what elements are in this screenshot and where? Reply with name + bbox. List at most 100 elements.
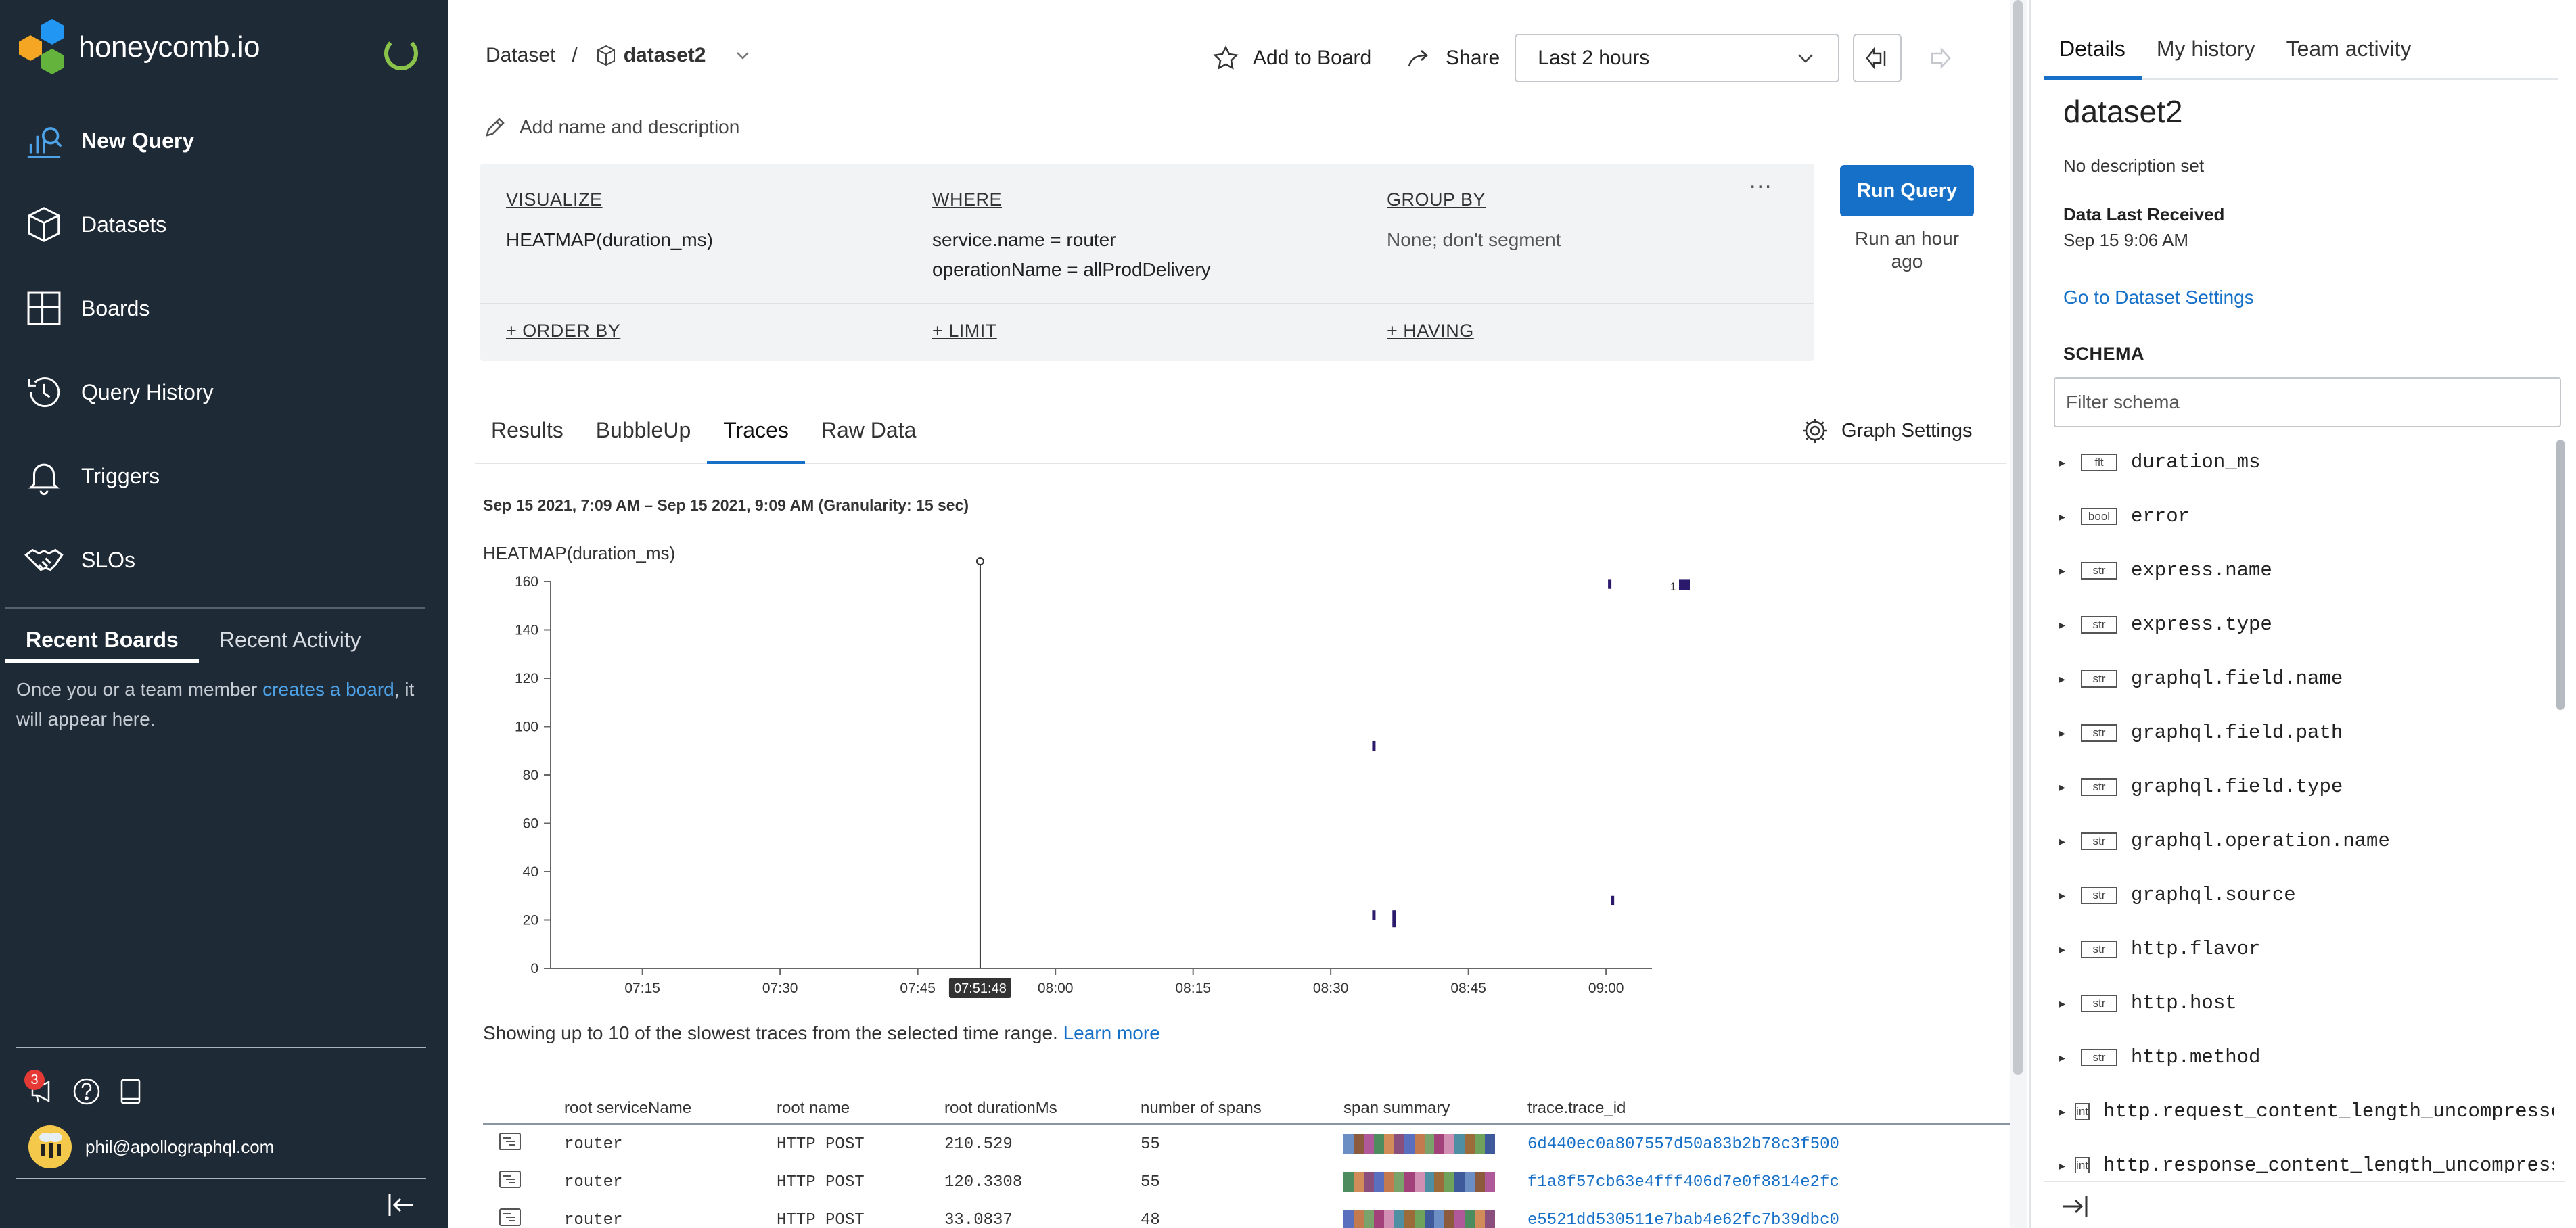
time-range-select[interactable]: Last 2 hours (1515, 34, 1840, 82)
trace-waterfall-icon[interactable] (498, 1169, 522, 1189)
sidebar-item-slos[interactable]: SLOs (24, 533, 430, 587)
tab-results[interactable]: Results (491, 418, 564, 442)
caret-right-icon[interactable]: ▸ (2059, 671, 2066, 686)
caret-right-icon[interactable]: ▸ (2059, 996, 2066, 1010)
add-to-board-button[interactable]: Add to Board (1212, 45, 1371, 72)
caret-right-icon[interactable]: ▸ (2059, 942, 2066, 956)
tab-recent-boards[interactable]: Recent Boards (5, 609, 199, 663)
visualize-clause[interactable]: VISUALIZE HEATMAP(duration_ms) (506, 189, 713, 255)
share-button[interactable]: Share (1405, 45, 1500, 72)
scrollbar-thumb[interactable] (2013, 0, 2023, 1075)
graph-settings-button[interactable]: Graph Settings (1801, 417, 1972, 445)
schema-field[interactable]: ▸ str graphql.operation.name (2054, 814, 2554, 868)
column-header[interactable]: trace.trace_id (1527, 1098, 1626, 1117)
schema-scrollbar[interactable] (2554, 440, 2567, 1177)
schema-field[interactable]: ▸ str graphql.field.type (2054, 760, 2554, 814)
announcements-button[interactable]: 3 (24, 1070, 58, 1106)
trace-waterfall-icon[interactable] (498, 1131, 522, 1152)
caret-right-icon[interactable]: ▸ (2059, 455, 2066, 469)
column-header[interactable]: root name (777, 1098, 850, 1117)
schema-field[interactable]: ▸ str express.type (2054, 598, 2554, 652)
tab-my-history[interactable]: My history (2156, 37, 2255, 61)
breadcrumb-dataset-link[interactable]: Dataset (486, 44, 556, 66)
time-forward-button[interactable] (1915, 34, 1964, 82)
caret-right-icon[interactable]: ▸ (2059, 509, 2066, 523)
tab-team-activity[interactable]: Team activity (2286, 37, 2412, 61)
dataset-settings-link[interactable]: Go to Dataset Settings (2063, 287, 2254, 308)
table-row[interactable]: router HTTP POST 120.3308 55 f1a8f57cb63e4ff… (483, 1163, 2016, 1201)
heatmap-cell[interactable] (1608, 579, 1612, 589)
run-query-button[interactable]: Run Query (1840, 165, 1974, 216)
create-board-link[interactable]: creates a board (262, 679, 394, 700)
help-button[interactable] (72, 1077, 101, 1106)
schema-field[interactable]: ▸ bool error (2054, 490, 2554, 544)
schema-field[interactable]: ▸ str graphql.field.name (2054, 652, 2554, 706)
trace-id-link[interactable]: 6d440ec0a807557d50a83b2b78c3f500 (1527, 1135, 1839, 1154)
scrollbar-thumb[interactable] (2556, 440, 2564, 710)
filter-schema-input[interactable] (2054, 377, 2561, 427)
schema-field[interactable]: ▸ flt duration_ms (2054, 435, 2554, 490)
time-back-button[interactable] (1853, 34, 1902, 82)
collapse-panel-icon[interactable] (2061, 1193, 2090, 1220)
where-clause[interactable]: WHERE service.name = router operationNam… (932, 189, 1211, 285)
table-row[interactable]: router HTTP POST 33.0837 48 e5521dd530511e7b… (483, 1201, 2016, 1228)
caret-right-icon[interactable]: ▸ (2059, 780, 2066, 794)
sidebar-item-boards[interactable]: Boards (24, 281, 430, 335)
caret-right-icon[interactable]: ▸ (2059, 563, 2066, 577)
caret-right-icon[interactable]: ▸ (2059, 1158, 2066, 1173)
schema-field[interactable]: ▸ str express.name (2054, 544, 2554, 598)
caret-right-icon[interactable]: ▸ (2059, 726, 2066, 740)
groupby-clause[interactable]: GROUP BY None; don't segment (1387, 189, 1561, 255)
heatmap-cell[interactable] (1372, 740, 1376, 751)
learn-more-link[interactable]: Learn more (1063, 1022, 1160, 1043)
add-order-by-button[interactable]: + ORDER BY (506, 321, 621, 341)
heatmap-cell[interactable] (1372, 910, 1376, 920)
chevron-down-icon[interactable] (733, 45, 753, 66)
more-options-button[interactable]: ... (1749, 168, 1773, 193)
heatmap-cell[interactable] (1392, 910, 1396, 928)
column-header[interactable]: root durationMs (944, 1098, 1057, 1117)
schema-field[interactable]: ▸ str http.method (2054, 1031, 2554, 1085)
caret-right-icon[interactable]: ▸ (2059, 1104, 2066, 1118)
schema-field[interactable]: ▸ str http.host (2054, 976, 2554, 1031)
schema-field[interactable]: ▸ int http.response_content_length_uncompr… (2054, 1139, 2554, 1173)
caret-right-icon[interactable]: ▸ (2059, 617, 2066, 632)
tab-bubbleup[interactable]: BubbleUp (595, 418, 691, 442)
collapse-sidebar-icon[interactable] (386, 1191, 415, 1219)
sidebar-item-new-query[interactable]: New Query (24, 114, 430, 168)
heatmap-chart[interactable]: HEATMAP(duration_ms) 0 20 40 60 80 100 120 140 16… (448, 521, 2010, 1008)
tab-details[interactable]: Details (2044, 27, 2142, 80)
span-summary-segment (1414, 1210, 1425, 1228)
add-limit-button[interactable]: + LIMIT (932, 321, 997, 341)
tab-recent-activity[interactable]: Recent Activity (218, 628, 361, 652)
sidebar-item-query-history[interactable]: Query History (24, 365, 430, 419)
dataset-selector[interactable]: dataset2 (594, 43, 706, 68)
trace-waterfall-icon[interactable] (498, 1207, 522, 1227)
schema-field[interactable]: ▸ str graphql.field.path (2054, 706, 2554, 760)
caret-right-icon[interactable]: ▸ (2059, 1050, 2066, 1064)
time-marker-handle[interactable] (975, 557, 984, 565)
span-summary-bar (1343, 1210, 1496, 1228)
trace-id-link[interactable]: e5521dd530511e7bab4e62fc7b39dbc0 (1527, 1210, 1839, 1228)
add-name-description-button[interactable]: Add name and description (483, 115, 739, 139)
add-having-button[interactable]: + HAVING (1387, 321, 1474, 341)
column-header[interactable]: root serviceName (564, 1098, 692, 1117)
schema-field[interactable]: ▸ int http.request_content_length_uncompre… (2054, 1085, 2554, 1139)
sidebar-item-datasets[interactable]: Datasets (24, 197, 430, 252)
main-scrollbar[interactable] (2010, 0, 2027, 1228)
column-header[interactable]: span summary (1343, 1098, 1450, 1117)
caret-right-icon[interactable]: ▸ (2059, 834, 2066, 848)
column-header[interactable]: number of spans (1141, 1098, 1262, 1117)
caret-right-icon[interactable]: ▸ (2059, 888, 2066, 902)
schema-field[interactable]: ▸ str http.flavor (2054, 922, 2554, 976)
sidebar-item-triggers[interactable]: Triggers (24, 449, 430, 503)
tab-traces[interactable]: Traces (707, 403, 805, 464)
docs-button[interactable] (115, 1077, 145, 1106)
user-menu[interactable]: phil@apollographql.com (28, 1125, 274, 1168)
trace-id-link[interactable]: f1a8f57cb63e4fff406d7e0f8814e2fc (1527, 1173, 1839, 1191)
tab-raw-data[interactable]: Raw Data (821, 418, 917, 442)
logo[interactable]: honeycomb.io (16, 19, 260, 76)
schema-field[interactable]: ▸ str graphql.source (2054, 868, 2554, 922)
table-row[interactable]: router HTTP POST 210.529 55 6d440ec0a807557d… (483, 1125, 2016, 1163)
heatmap-cell[interactable] (1611, 895, 1615, 906)
